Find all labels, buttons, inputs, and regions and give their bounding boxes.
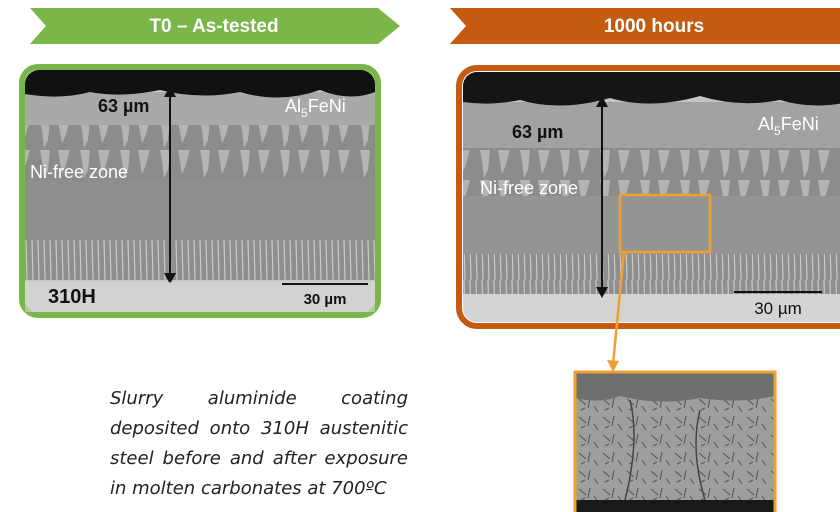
connector-head (607, 360, 619, 372)
zone-label: Ni-free zone (480, 178, 578, 198)
inset (575, 372, 775, 512)
phase-base: Al (758, 114, 774, 134)
substrate: 310H (48, 286, 96, 308)
banner-title: T0 – As-tested (149, 16, 278, 37)
phase-base: Al (285, 96, 301, 116)
scale-label: 30 µm (304, 291, 347, 308)
thickness: 63 µm (98, 96, 149, 116)
zone-label: Ni-free zone (30, 162, 128, 182)
caption: Slurry aluminide coating deposited onto … (110, 384, 408, 512)
thickness: 63 µm (512, 122, 563, 142)
page: T0 – As-tested 63 µm Al5FeNi Ni-free zon… (0, 0, 840, 512)
phase-rest: FeNi (308, 96, 346, 116)
scale-label: 30 µm (754, 299, 802, 318)
banner-title: 1000 hours (604, 16, 704, 37)
phase-rest: FeNi (781, 114, 819, 134)
